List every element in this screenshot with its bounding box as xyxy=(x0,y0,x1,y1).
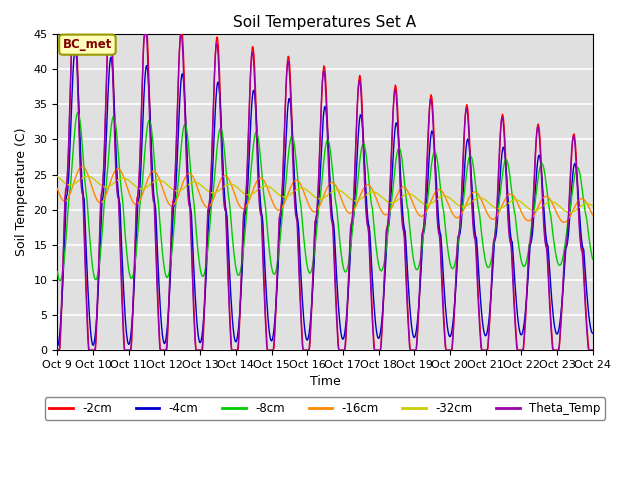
X-axis label: Time: Time xyxy=(310,375,340,388)
Title: Soil Temperatures Set A: Soil Temperatures Set A xyxy=(234,15,417,30)
Legend: -2cm, -4cm, -8cm, -16cm, -32cm, Theta_Temp: -2cm, -4cm, -8cm, -16cm, -32cm, Theta_Te… xyxy=(45,397,605,420)
Text: BC_met: BC_met xyxy=(63,38,112,51)
Y-axis label: Soil Temperature (C): Soil Temperature (C) xyxy=(15,128,28,256)
